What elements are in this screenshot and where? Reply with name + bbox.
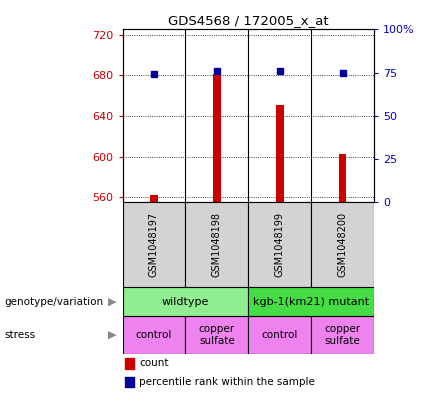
Bar	[123, 287, 249, 316]
Bar	[249, 287, 374, 316]
Bar	[185, 202, 248, 287]
Text: genotype/variation: genotype/variation	[4, 297, 104, 307]
Bar	[276, 105, 283, 202]
Text: GSM1048200: GSM1048200	[338, 212, 348, 277]
Text: stress: stress	[4, 330, 35, 340]
Text: GSM1048198: GSM1048198	[212, 212, 222, 277]
Text: count: count	[139, 358, 169, 368]
Bar	[125, 358, 134, 369]
Bar	[249, 202, 311, 287]
Bar	[311, 316, 374, 354]
Bar	[123, 202, 185, 287]
Bar	[311, 202, 374, 287]
Bar	[150, 195, 158, 202]
Text: wildtype: wildtype	[162, 297, 209, 307]
Text: GSM1048199: GSM1048199	[275, 212, 285, 277]
Text: GSM1048197: GSM1048197	[149, 212, 159, 277]
Bar	[185, 316, 248, 354]
Text: copper
sulfate: copper sulfate	[325, 324, 361, 346]
Text: ▶: ▶	[108, 330, 116, 340]
Text: kgb-1(km21) mutant: kgb-1(km21) mutant	[253, 297, 369, 307]
Bar	[249, 316, 311, 354]
Text: control: control	[136, 330, 172, 340]
Bar	[123, 316, 185, 354]
Title: GDS4568 / 172005_x_at: GDS4568 / 172005_x_at	[168, 14, 329, 27]
Bar	[339, 154, 347, 202]
Text: percentile rank within the sample: percentile rank within the sample	[139, 377, 315, 387]
Text: copper
sulfate: copper sulfate	[199, 324, 235, 346]
Text: ▶: ▶	[108, 297, 116, 307]
Bar	[125, 377, 134, 387]
Bar	[213, 74, 221, 202]
Text: control: control	[261, 330, 298, 340]
